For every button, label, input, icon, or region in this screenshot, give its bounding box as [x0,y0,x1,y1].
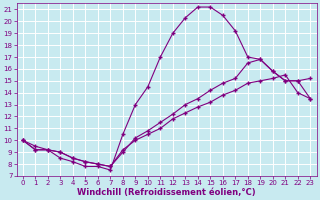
X-axis label: Windchill (Refroidissement éolien,°C): Windchill (Refroidissement éolien,°C) [77,188,256,197]
